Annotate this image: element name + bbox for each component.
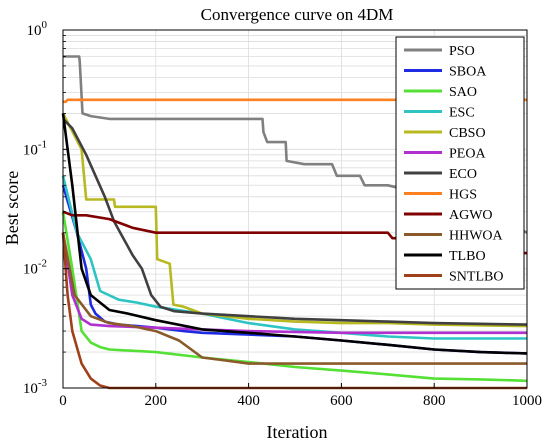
legend-label: HHWOA: [449, 229, 504, 244]
y-tick-label: 10-2: [23, 258, 47, 278]
series-line-peoa: [61, 232, 527, 335]
legend-label: PSO: [449, 44, 475, 59]
x-tick-label: 800: [423, 393, 446, 409]
legend-label: ECO: [449, 167, 477, 182]
legend-label: SBOA: [449, 65, 487, 80]
series-line-hhwoa: [61, 232, 527, 365]
x-tick-label: 1000: [512, 393, 542, 409]
legend: PSO SBOA SAO ESC CBSO PEOA ECO HGS AGWO HHWOA TLBO…: [395, 36, 525, 290]
series-line-hgs: [63, 98, 527, 104]
chart-title: Convergence curve on 4DM: [201, 5, 394, 24]
x-axis-label: Iteration: [267, 422, 328, 442]
plot-frame: [62, 29, 528, 389]
axes: [62, 29, 528, 389]
series-line-esc: [61, 175, 527, 340]
y-tick-label: 10-3: [23, 377, 48, 397]
series-line-tlbo: [61, 113, 528, 355]
legend-label: HGS: [449, 188, 477, 203]
x-tick-label: 200: [145, 393, 168, 409]
y-axis-label: Best score: [2, 171, 22, 245]
tick-labels: 0 200 400 600 800 1000 10-3 10-2 10-1 100: [23, 19, 542, 409]
legend-label: SNTLBO: [449, 270, 503, 285]
y-tick-label: 100: [27, 19, 48, 39]
legend-label: PEOA: [449, 147, 486, 162]
x-tick-label: 400: [237, 393, 260, 409]
x-tick-label: 600: [330, 393, 353, 409]
legend-label: CBSO: [449, 126, 486, 141]
legend-label: AGWO: [449, 208, 493, 223]
legend-label: SAO: [449, 85, 477, 100]
x-tick-label: 0: [59, 393, 67, 409]
legend-box: [395, 36, 525, 290]
y-tick-label: 10-1: [23, 138, 47, 158]
series-line-eco: [62, 117, 528, 326]
legend-label: ESC: [449, 106, 475, 121]
legend-label: TLBO: [449, 249, 486, 264]
